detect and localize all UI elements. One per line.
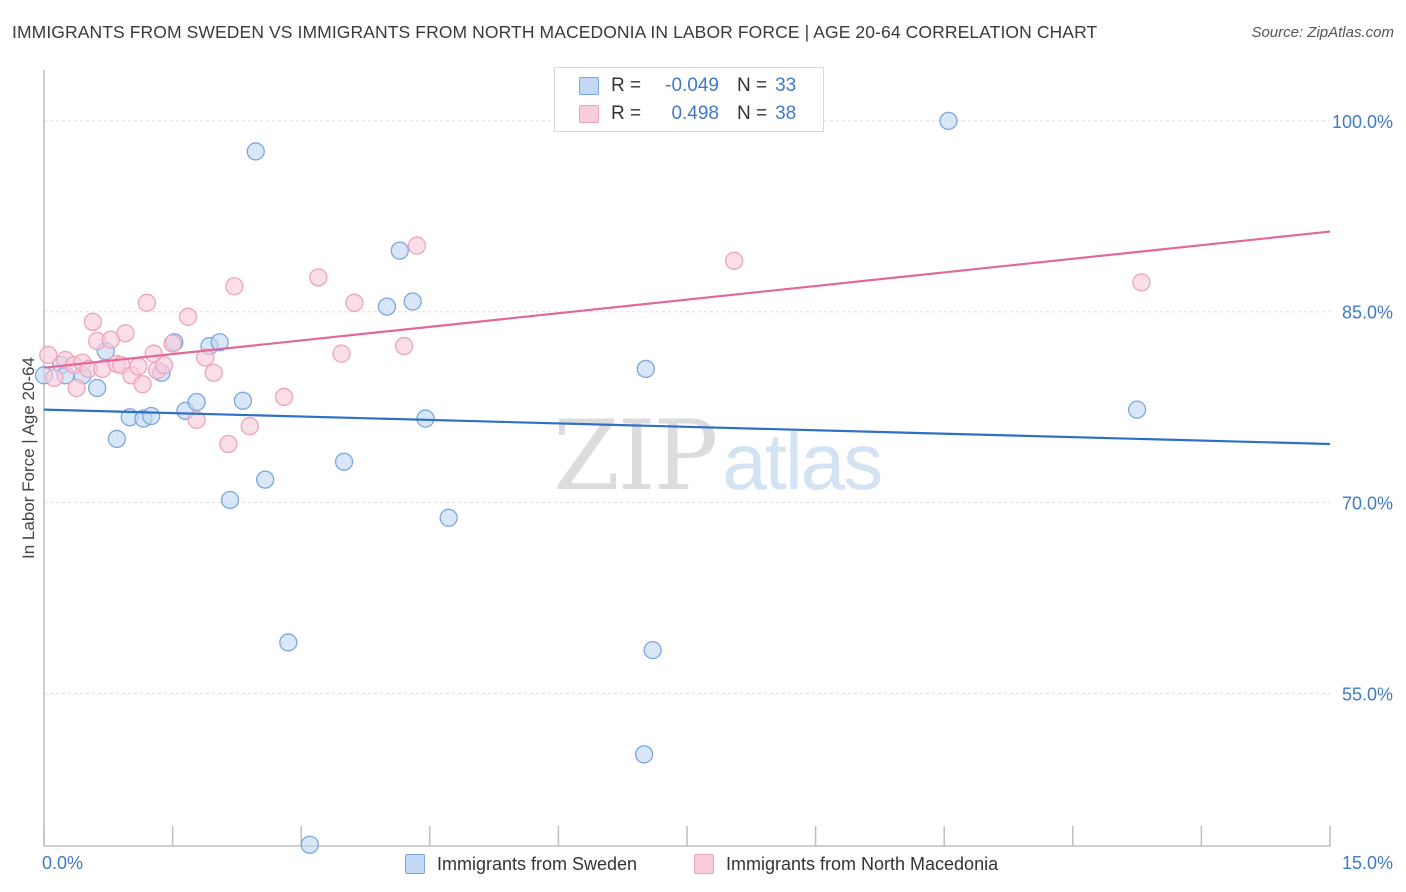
point-macedonia xyxy=(83,312,103,332)
trend-lines xyxy=(43,230,1331,446)
point-sweden xyxy=(439,508,458,527)
y-tick-label: 55.0% xyxy=(1342,684,1393,704)
point-macedonia xyxy=(345,293,364,312)
legend-r-value: 0.498 xyxy=(671,103,719,124)
series-legend-macedonia: Immigrants from North Macedonia xyxy=(694,852,998,876)
legend-n-label: N = xyxy=(737,103,768,124)
point-sweden xyxy=(643,640,662,660)
legend-r-label: R = xyxy=(611,103,642,124)
correlation-legend: R = -0.049 N = 33 R = 0.498 N = 38 xyxy=(554,67,824,132)
point-sweden xyxy=(939,111,958,131)
x-ticks xyxy=(43,826,1331,846)
point-sweden xyxy=(334,452,354,471)
point-macedonia xyxy=(196,348,215,367)
y-tick-label: 70.0% xyxy=(1342,494,1393,514)
point-sweden xyxy=(416,409,435,428)
point-macedonia xyxy=(274,387,294,407)
point-sweden xyxy=(142,406,161,426)
point-sweden xyxy=(256,470,275,489)
point-sweden xyxy=(88,378,107,398)
point-macedonia xyxy=(332,344,351,363)
y-axis-title: In Labor Force | Age 20-64 xyxy=(19,357,38,559)
x-tick-label-max: 15.0% xyxy=(1342,853,1393,873)
point-macedonia xyxy=(154,355,174,375)
series-legend-swatch-sweden xyxy=(405,854,425,874)
point-macedonia xyxy=(309,268,328,287)
point-macedonia xyxy=(178,307,198,326)
point-sweden xyxy=(634,745,654,764)
point-sweden xyxy=(233,391,253,410)
point-sweden xyxy=(403,292,422,311)
point-macedonia xyxy=(163,334,182,353)
legend-r-label: R = xyxy=(611,75,642,96)
point-macedonia xyxy=(116,324,135,343)
legend-row-sweden: R = -0.049 N = 33 xyxy=(579,74,796,98)
legend-r-value: -0.049 xyxy=(665,75,719,96)
point-sweden xyxy=(279,633,298,652)
legend-n-label: N = xyxy=(737,75,768,96)
point-macedonia xyxy=(219,434,238,454)
watermark-zip: ZIP xyxy=(553,400,718,512)
point-macedonia xyxy=(1132,273,1151,292)
point-sweden xyxy=(390,241,409,260)
legend-swatch-macedonia xyxy=(579,105,599,123)
point-sweden xyxy=(220,490,240,510)
trend-line-sweden xyxy=(43,408,1331,446)
point-macedonia xyxy=(129,357,148,376)
point-macedonia xyxy=(137,293,157,312)
y-tick-label: 100.0% xyxy=(1332,112,1393,132)
point-sweden xyxy=(246,142,265,161)
point-sweden xyxy=(1127,400,1147,419)
point-macedonia xyxy=(394,336,414,356)
point-macedonia xyxy=(725,251,744,270)
point-macedonia xyxy=(225,277,244,296)
point-macedonia xyxy=(204,363,223,382)
point-macedonia xyxy=(187,410,206,429)
series-legend-sweden: Immigrants from Sweden xyxy=(405,852,637,876)
series-legend-label-sweden: Immigrants from Sweden xyxy=(437,853,638,874)
legend-n-value: 38 xyxy=(775,103,797,124)
series-sweden-points xyxy=(34,111,1147,854)
point-sweden xyxy=(107,429,127,449)
legend-row-macedonia: R = 0.498 N = 38 xyxy=(579,102,796,126)
point-macedonia xyxy=(133,375,152,394)
series-legend-swatch-macedonia xyxy=(694,854,714,874)
source-label: Source: ZipAtlas.com xyxy=(1251,24,1394,41)
point-sweden xyxy=(187,392,206,412)
point-macedonia xyxy=(67,378,86,398)
y-tick-labels: 55.0% 70.0% 85.0% 100.0% xyxy=(1332,112,1393,704)
point-sweden xyxy=(636,359,655,379)
y-tick-label: 85.0% xyxy=(1342,303,1393,323)
series-legend-label-macedonia: Immigrants from North Macedonia xyxy=(726,853,999,874)
point-macedonia xyxy=(240,417,259,436)
point-macedonia xyxy=(407,236,427,255)
point-sweden xyxy=(377,297,397,316)
point-sweden xyxy=(210,333,229,352)
legend-n-value: 33 xyxy=(775,75,797,96)
legend-swatch-sweden xyxy=(579,77,599,95)
point-macedonia xyxy=(39,345,58,365)
trend-line-macedonia xyxy=(43,230,1331,369)
point-macedonia xyxy=(45,368,64,388)
point-sweden xyxy=(300,835,319,854)
x-tick-label-min: 0.0% xyxy=(42,853,83,873)
axes xyxy=(43,70,1330,847)
chart-title: IMMIGRANTS FROM SWEDEN VS IMMIGRANTS FRO… xyxy=(12,22,1098,42)
series-macedonia-points xyxy=(39,236,1151,454)
